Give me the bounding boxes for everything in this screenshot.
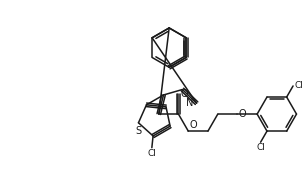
Text: S: S [135,126,141,136]
Text: Cl: Cl [294,81,303,90]
Text: Cl: Cl [256,143,265,152]
Text: O: O [189,120,197,130]
Text: O: O [181,89,188,99]
Text: N: N [186,98,194,108]
Text: Cl: Cl [147,149,156,158]
Text: O: O [238,109,246,119]
